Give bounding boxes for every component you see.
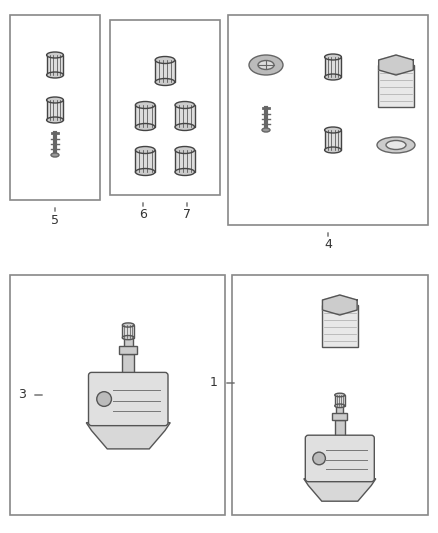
Bar: [335, 420, 345, 438]
Polygon shape: [304, 479, 376, 501]
Bar: [122, 354, 134, 375]
Text: 7: 7: [183, 208, 191, 222]
Text: 3: 3: [18, 389, 26, 401]
Ellipse shape: [51, 153, 59, 157]
Ellipse shape: [135, 101, 155, 109]
Polygon shape: [379, 55, 413, 75]
Bar: [46, 100, 64, 120]
Bar: [378, 65, 414, 107]
Bar: [232, 275, 428, 515]
Bar: [335, 395, 345, 406]
Ellipse shape: [122, 323, 134, 327]
Bar: [122, 325, 134, 337]
Bar: [332, 413, 347, 420]
Text: 5: 5: [51, 214, 59, 227]
Bar: [10, 15, 100, 200]
Bar: [175, 105, 194, 127]
Ellipse shape: [262, 128, 270, 132]
Bar: [124, 337, 133, 370]
Ellipse shape: [175, 168, 194, 175]
Text: 4: 4: [324, 238, 332, 252]
Ellipse shape: [155, 78, 175, 85]
Ellipse shape: [325, 74, 341, 80]
Text: 1: 1: [210, 376, 218, 390]
Ellipse shape: [249, 55, 283, 75]
Ellipse shape: [135, 124, 155, 131]
Ellipse shape: [386, 141, 406, 149]
Bar: [322, 305, 358, 347]
Ellipse shape: [46, 97, 64, 103]
Ellipse shape: [46, 52, 64, 58]
Bar: [120, 346, 137, 354]
Ellipse shape: [175, 147, 194, 154]
Bar: [46, 55, 64, 75]
Circle shape: [97, 392, 111, 406]
FancyBboxPatch shape: [88, 373, 168, 426]
Ellipse shape: [335, 404, 345, 408]
Ellipse shape: [325, 54, 341, 60]
Ellipse shape: [325, 127, 341, 133]
Ellipse shape: [175, 124, 194, 131]
FancyBboxPatch shape: [305, 435, 374, 482]
Ellipse shape: [258, 61, 274, 69]
Polygon shape: [86, 423, 170, 449]
Ellipse shape: [46, 117, 64, 123]
Polygon shape: [322, 295, 357, 315]
Ellipse shape: [335, 393, 345, 397]
Ellipse shape: [325, 147, 341, 153]
Ellipse shape: [155, 56, 175, 63]
Bar: [110, 20, 220, 195]
Ellipse shape: [135, 147, 155, 154]
Ellipse shape: [122, 335, 134, 340]
Bar: [325, 130, 341, 150]
Ellipse shape: [135, 168, 155, 175]
Bar: [175, 150, 194, 172]
Ellipse shape: [377, 137, 415, 153]
Ellipse shape: [46, 72, 64, 78]
Bar: [228, 15, 428, 225]
Ellipse shape: [175, 101, 194, 109]
Bar: [135, 150, 155, 172]
Bar: [325, 57, 341, 77]
Bar: [336, 406, 343, 430]
Bar: [155, 60, 175, 82]
Circle shape: [313, 452, 325, 465]
Text: 6: 6: [139, 208, 147, 222]
Bar: [135, 105, 155, 127]
Bar: [10, 275, 225, 515]
